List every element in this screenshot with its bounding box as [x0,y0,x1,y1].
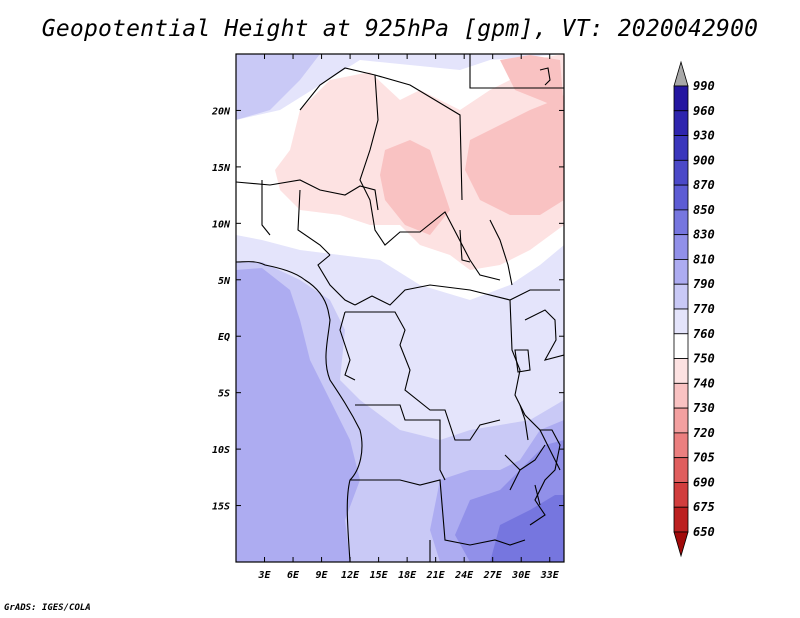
colorbar-swatch [673,482,689,508]
y-tick-label: 10N [212,219,231,230]
colorbar-swatch [673,135,689,161]
colorbar-swatch [673,382,689,409]
x-tick-label: 30E [511,570,531,581]
x-tick-label: 21E [426,570,446,581]
colorbar-label: 675 [693,500,715,514]
field-740-a [380,140,450,235]
colorbar-label: 690 [693,475,715,489]
colorbar-label: 870 [693,178,715,192]
y-tick-label: 5N [218,276,231,287]
field-740-b [465,95,564,215]
colorbar-swatch [673,407,689,434]
colorbar-label: 705 [693,451,715,465]
colorbar-label: 730 [693,401,715,415]
footer-credit: GrADS: IGES/COLA [4,603,91,613]
x-tick-label: 27E [483,570,503,581]
colorbar-swatch [673,259,689,285]
x-tick-label: 24E [454,570,474,581]
colorbar-swatch [673,283,689,310]
colorbar-label: 990 [693,79,715,93]
colorbar-swatch [673,234,689,260]
colorbar-swatch [673,506,689,533]
y-tick-label: 15S [212,502,230,513]
colorbar-label: 720 [693,426,715,440]
colorbar-label: 790 [693,277,715,291]
colorbar-label: 930 [693,129,715,143]
y-tick-label: 5S [218,389,230,400]
colorbar-label: 750 [693,352,715,366]
colorbar-swatch [673,85,689,112]
x-axis-ticks: 3E 6E 9E 12E 15E 18E 21E 24E 27E 30E 33E [257,54,560,581]
colorbar-label: 740 [693,376,715,390]
colorbar-label: 810 [693,252,715,266]
colorbar-swatch [673,159,689,186]
field-810-west [236,268,360,562]
colorbar-swatch [673,184,689,211]
colorbar-label: 650 [693,525,715,539]
y-tick-label: EQ [218,332,230,343]
colorbar-label: 830 [693,228,715,242]
colorbar-swatch [673,333,689,359]
y-tick-label: 10S [212,445,230,456]
x-tick-label: 18E [398,570,417,581]
height-field [236,54,564,562]
x-tick-label: 9E [316,570,329,581]
colorbar: 990 960 930 900 870 850 830 810 790 770 760 750 740 7… [673,60,715,558]
field-850 [490,495,564,562]
colorbar-swatch [673,308,689,335]
y-tick-label: 15N [212,163,231,174]
colorbar-label: 760 [693,327,715,341]
field-790-north [236,54,320,120]
x-tick-label: 33E [540,570,560,581]
borders [236,54,564,562]
x-tick-label: 6E [287,570,300,581]
colorbar-swatch [673,432,689,459]
colorbar-label: 770 [693,302,715,316]
map-frame [235,53,565,563]
colorbar-swatch [673,358,689,384]
y-axis-ticks: 15S 10S 5S EQ 5N 10N 15N 20N [211,106,564,513]
y-tick-label: 20N [211,106,231,117]
colorbar-arrow-top [673,60,689,87]
x-tick-label: 12E [341,570,360,581]
x-tick-label: 15E [370,570,389,581]
x-tick-label: 3E [257,570,271,581]
colorbar-label: 850 [693,203,715,217]
map-title: Geopotential Height at 925hPa [gpm], VT:… [41,16,759,42]
colorbar-arrow-bottom [673,531,689,558]
colorbar-swatch [673,209,689,236]
colorbar-swatch [673,457,689,483]
colorbar-label: 900 [693,153,715,167]
colorbar-swatch [673,110,689,136]
colorbar-label: 960 [693,104,715,118]
